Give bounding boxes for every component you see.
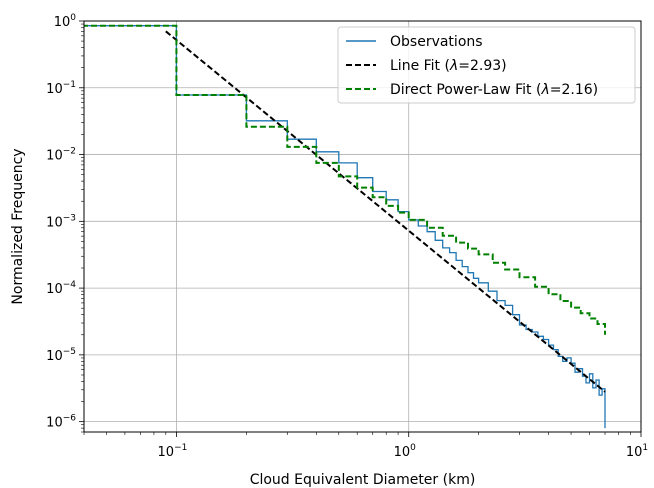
y-axis-label: Normalized Frequency [10, 148, 26, 304]
y-tick-label: 10−1 [46, 80, 76, 97]
y-tick-label: 10−6 [46, 414, 76, 431]
plot-frame [83, 20, 642, 433]
plot-series [84, 24, 606, 429]
x-tick-label: 10−1 [158, 443, 188, 460]
legend: Observations Line Fit (λ=2.93) Direct Powe… [337, 26, 636, 104]
legend-label-2: Direct Power-Law Fit (λ=2.16) [390, 82, 598, 98]
legend-box [337, 26, 636, 104]
y-tick-label: 10−3 [46, 213, 76, 230]
y-tick-label: 10−2 [46, 147, 76, 164]
series-line-0 [84, 25, 606, 429]
axis-ticks: 10−1 100 101 100 10−1 10−2 10−3 10−4 10−5 10−6 [46, 13, 648, 460]
y-tick-label: 10−5 [46, 347, 76, 364]
y-tick-label: 100 [54, 13, 77, 30]
x-tick-label: 100 [394, 443, 417, 460]
y-tick-label: 10−4 [46, 280, 76, 297]
x-tick-label: 101 [626, 443, 648, 460]
x-axis-label: Cloud Equivalent Diameter (km) [250, 472, 476, 488]
series-line-2 [84, 24, 606, 335]
legend-label-1: Line Fit (λ=2.93) [390, 58, 507, 74]
series-line-1 [165, 30, 606, 393]
legend-label-0: Observations [390, 34, 483, 50]
